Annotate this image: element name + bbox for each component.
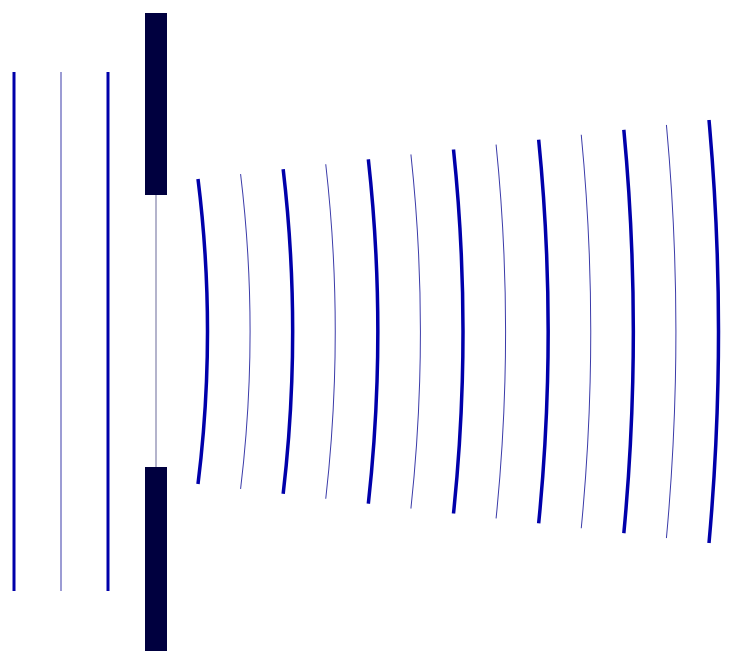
incident-wavefronts: [12, 72, 110, 591]
diffracted-wavefront: [410, 154, 421, 509]
diffracted-wavefront: [366, 159, 380, 504]
diffracted-wavefront: [707, 119, 721, 544]
barrier-bottom: [145, 467, 167, 651]
diffracted-wavefronts: [196, 119, 721, 544]
barrier-top: [145, 13, 167, 195]
diffracted-wavefront: [580, 134, 592, 529]
diffracted-wavefront: [495, 144, 507, 519]
diffracted-wavefront: [622, 129, 636, 534]
diffracted-wavefront: [451, 149, 465, 514]
diffracted-wavefront: [240, 174, 251, 489]
diffracted-wavefront: [665, 124, 677, 539]
diffracted-wavefront: [281, 168, 295, 495]
barrier: [145, 13, 167, 651]
diffracted-wavefront: [536, 139, 550, 524]
diffracted-wavefront: [196, 178, 210, 485]
diffracted-wavefront: [325, 164, 336, 499]
